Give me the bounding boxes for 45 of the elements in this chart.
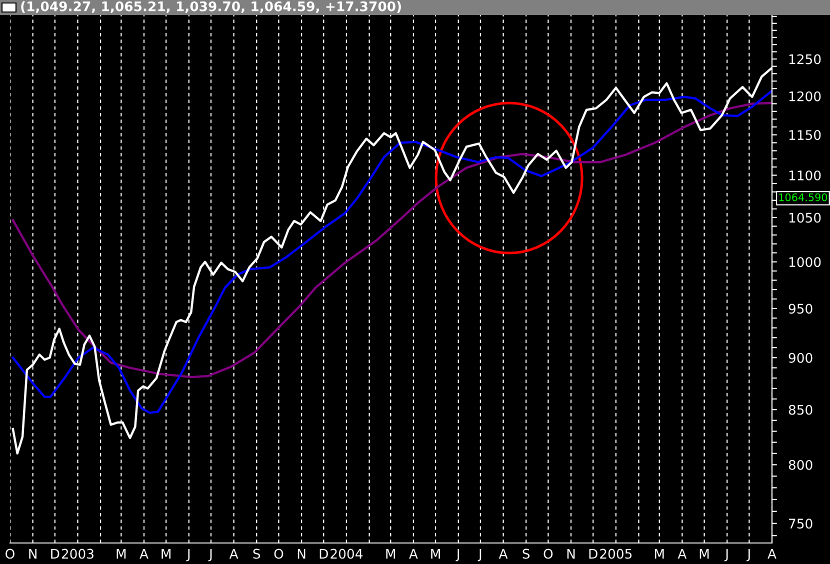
x-tick-label: A	[229, 548, 238, 559]
x-tick-label: M	[700, 548, 709, 559]
x-tick-label: M	[431, 548, 440, 559]
y-tick-label: 1100	[789, 170, 821, 180]
x-tick-label: S	[253, 548, 260, 559]
y-tick-label: 850	[788, 404, 812, 415]
text: 1064.590	[779, 193, 828, 202]
x-tick-label: 2003	[62, 548, 94, 559]
x-tick-label: A	[768, 548, 776, 559]
x-tick-label: M	[386, 548, 396, 559]
x-tick-label: D	[589, 548, 598, 559]
x-tick-label: J	[208, 548, 212, 562]
x-tick-label: 2004	[330, 548, 363, 559]
x-tick-label: O	[6, 548, 14, 559]
x-tick-label: J	[746, 548, 750, 562]
x-tick-label: D	[51, 548, 60, 559]
chart-title: (1,049.27, 1,065.21, 1,039.70, 1,064.59, +17.3700)	[21, 1, 401, 14]
y-tick-label: 1050	[789, 212, 821, 223]
x-tick-label: M	[116, 548, 126, 559]
x-tick-label: A	[409, 548, 418, 559]
x-tick-label: M	[162, 548, 170, 559]
x-tick-label: A	[140, 548, 148, 559]
y-tick-label: 900	[788, 352, 812, 363]
x-tick-label: A	[678, 548, 687, 559]
y-tick-label: 1000	[789, 257, 821, 268]
x-tick-label: O	[544, 548, 553, 559]
y-tick-label: 950	[788, 304, 812, 314]
x-tick-label: N	[298, 548, 306, 559]
x-tick-label: M	[654, 548, 664, 559]
x-tick-label: J	[724, 548, 728, 562]
y-tick-label: 800	[788, 460, 812, 470]
x-tick-label: J	[456, 548, 460, 562]
x-tick-label: S	[522, 548, 530, 559]
y-tick-label: 1250	[789, 54, 821, 64]
x-tick-label: J	[186, 548, 190, 562]
y-tick-label: 750	[789, 518, 812, 529]
y-tick-label: 1150	[789, 130, 821, 140]
y-tick-label: 1200	[789, 91, 821, 102]
x-tick-label: N	[567, 548, 575, 559]
x-tick-label: N	[29, 548, 36, 559]
x-tick-label: A	[498, 548, 508, 559]
x-tick-label: D	[320, 548, 328, 559]
x-tick-label: J	[478, 548, 482, 562]
x-tick-label: 2005	[600, 548, 632, 559]
x-tick-label: O	[274, 548, 284, 559]
